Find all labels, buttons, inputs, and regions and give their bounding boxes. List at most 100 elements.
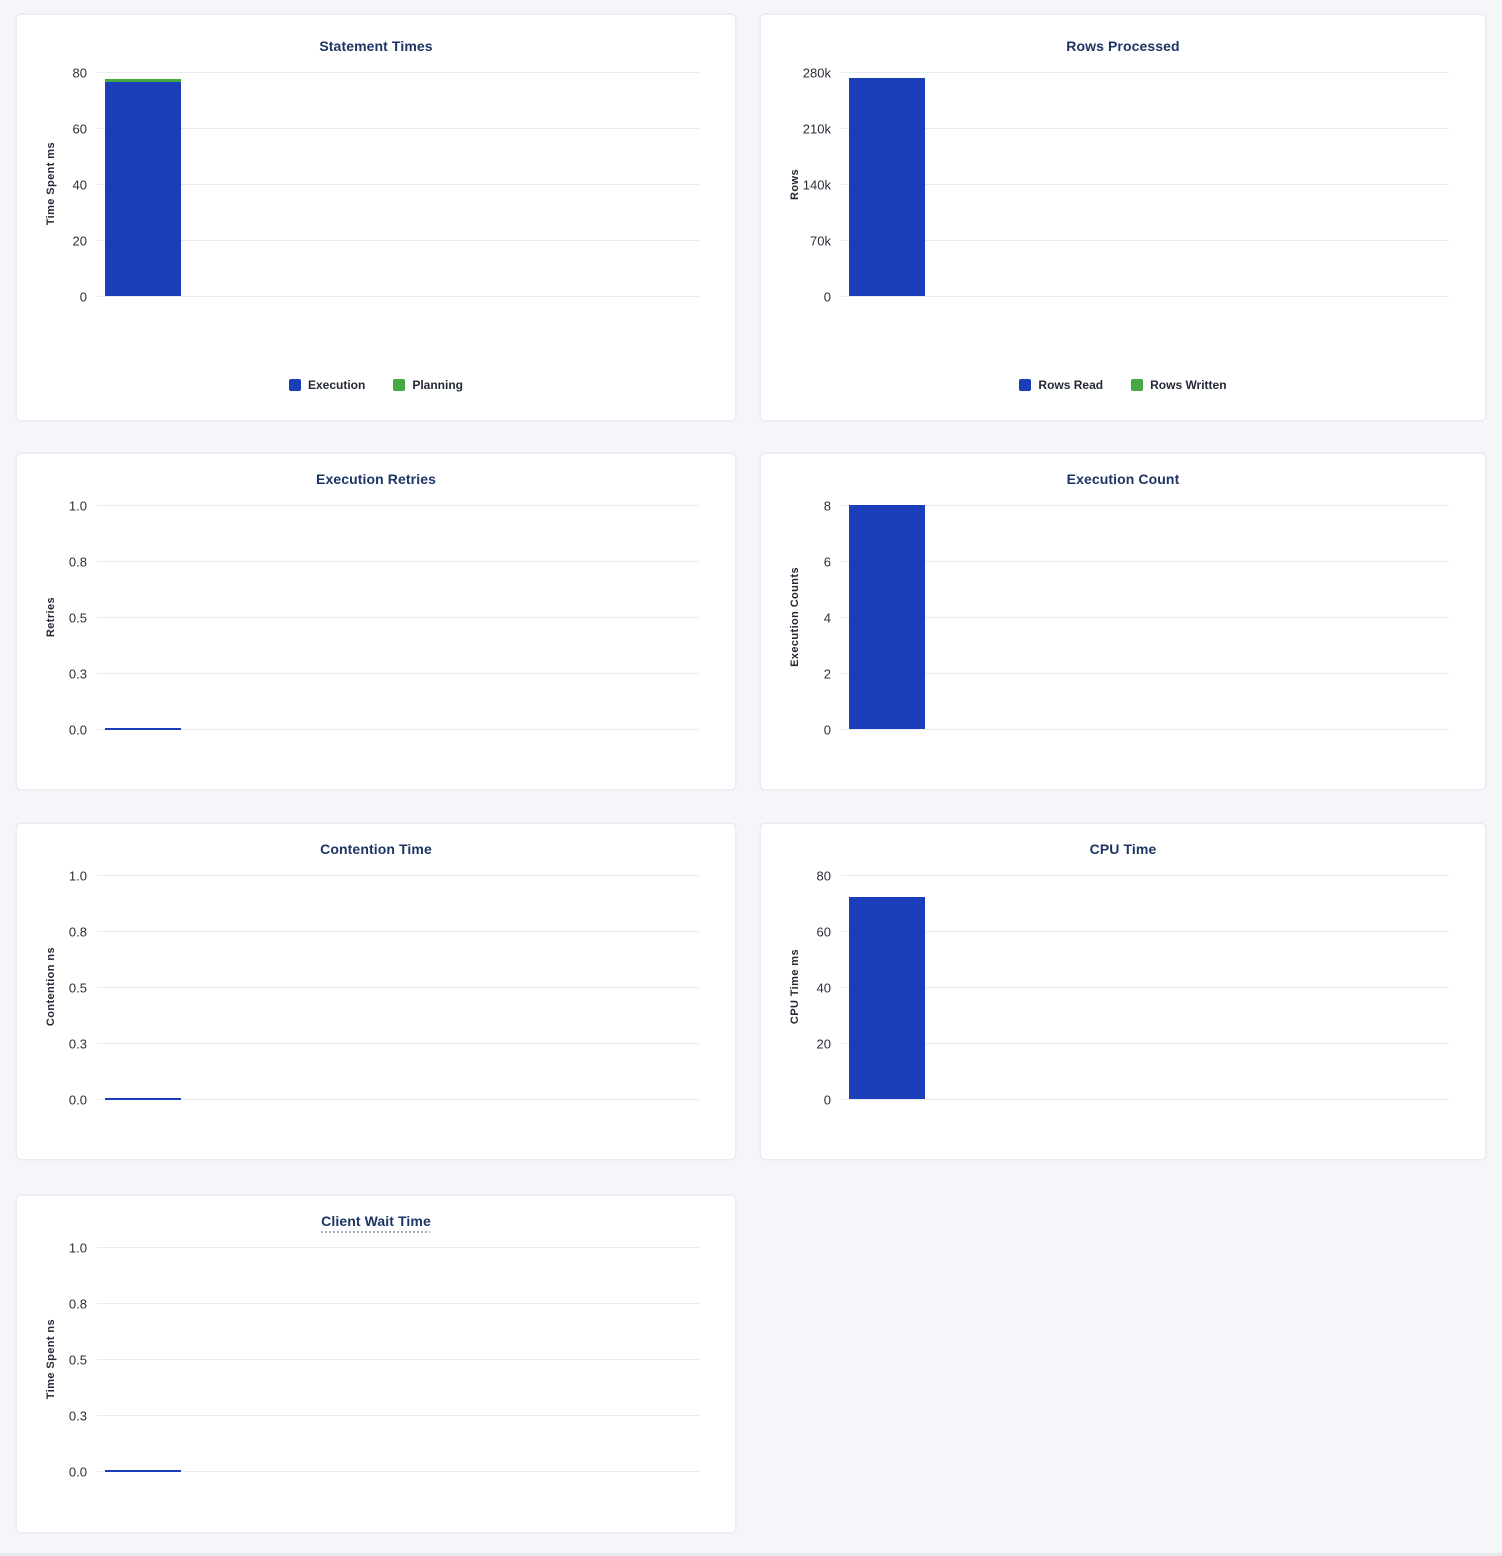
y-tick-label: 140k <box>802 177 831 192</box>
cpu-time-chart-card: CPU Time CPU Time ms 80 60 40 20 0 <box>760 823 1486 1160</box>
gridline: 60 <box>73 121 699 136</box>
gridline: 0.3 <box>69 1036 699 1051</box>
plot-area: 280k 210k 140k 70k 0 <box>803 65 1449 304</box>
bar-segment-rows-read[interactable] <box>849 77 925 296</box>
y-tick-label: 0.0 <box>68 722 87 737</box>
y-axis-label-text: Time Spent ms <box>45 142 57 226</box>
contention-time-chart-card: Contention Time Contention ns 1.0 0.8 0.5 0… <box>16 823 736 1160</box>
gridline: 80 <box>73 65 699 80</box>
y-tick-label: 40 <box>816 980 831 995</box>
chart-title: Statement Times <box>319 38 433 54</box>
y-tick-label: 4 <box>823 610 831 625</box>
y-tick-label: 0.8 <box>68 554 87 569</box>
chart-title-with-tooltip[interactable]: Client Wait Time <box>321 1213 431 1229</box>
gridline: 0.3 <box>69 666 699 681</box>
gridline: 2 <box>824 666 1449 681</box>
legend-item-rows-written[interactable]: Rows Written <box>1131 378 1227 392</box>
gridline: 0 <box>824 289 1449 304</box>
chart-title: Execution Retries <box>316 471 436 487</box>
y-tick-label: 2 <box>823 666 831 681</box>
legend-label: Execution <box>307 378 366 392</box>
client-wait-time-chart-card: Client Wait Time Time Spent ns 1.0 0.8 0.5… <box>16 1195 736 1533</box>
y-axis-label-text: CPU Time ms <box>789 949 801 1025</box>
bar[interactable] <box>105 1098 181 1100</box>
y-tick-label: 280k <box>802 65 831 80</box>
gridline: 0.0 <box>69 1092 699 1107</box>
y-axis-label: Retries <box>36 505 66 729</box>
legend-item-rows-read[interactable]: Rows Read <box>1019 378 1103 392</box>
y-tick-label: 0 <box>823 289 831 304</box>
legend-item-planning[interactable]: Planning <box>393 378 463 392</box>
bar[interactable] <box>105 728 181 730</box>
gridline: 20 <box>817 1036 1449 1051</box>
y-tick-label: 0 <box>823 722 831 737</box>
chart-title: Contention Time <box>320 841 432 857</box>
gridline: 0.8 <box>69 924 699 939</box>
y-tick-label: 0.5 <box>68 980 87 995</box>
gridline: 0.8 <box>69 1296 699 1311</box>
bar-segment-client-wait-zero[interactable] <box>105 1470 181 1472</box>
y-tick-label: 0.8 <box>68 924 87 939</box>
gridline: 0.0 <box>69 722 699 737</box>
y-axis-label-text: Contention ns <box>45 947 57 1027</box>
y-tick-label: 80 <box>816 868 831 883</box>
bar[interactable] <box>105 79 181 296</box>
gridline: 280k <box>803 65 1449 80</box>
y-tick-label: 70k <box>810 233 831 248</box>
legend-swatch-rows-written <box>1131 379 1144 391</box>
y-tick-label: 1.0 <box>68 498 87 513</box>
chart-legend: Execution Planning <box>17 378 735 392</box>
gridline: 80 <box>817 868 1449 883</box>
y-tick-label: 60 <box>72 121 87 136</box>
plot-area: 8 6 4 2 0 <box>824 498 1449 737</box>
gridline: 40 <box>817 980 1449 995</box>
y-axis-label: Execution Counts <box>780 505 810 729</box>
bar[interactable] <box>849 897 925 1099</box>
gridline: 140k <box>803 177 1449 192</box>
legend-label: Rows Written <box>1150 378 1227 392</box>
gridline: 0.8 <box>69 554 699 569</box>
plot-area: 80 60 40 20 0 <box>73 65 699 304</box>
y-tick-label: 40 <box>72 177 87 192</box>
bar-segment-execution-count[interactable] <box>849 505 925 729</box>
y-axis-label: CPU Time ms <box>780 875 810 1099</box>
y-tick-label: 0.0 <box>68 1092 87 1107</box>
y-tick-label: 6 <box>823 554 831 569</box>
gridline: 8 <box>824 498 1449 513</box>
y-axis-label: Time Spent ns <box>36 1247 66 1471</box>
bar-segment-execution[interactable] <box>105 82 181 296</box>
gridline: 0.0 <box>69 1464 699 1479</box>
gridline: 210k <box>803 121 1449 136</box>
plot-area: 1.0 0.8 0.5 0.3 0.0 <box>69 498 699 737</box>
y-axis-label: Time Spent ms <box>36 72 66 296</box>
gridline: 1.0 <box>69 868 699 883</box>
y-axis-label-text: Retries <box>45 596 57 638</box>
gridline: 6 <box>824 554 1449 569</box>
y-tick-label: 80 <box>72 65 87 80</box>
bar-segment-planning[interactable] <box>105 79 181 83</box>
y-axis-label-text: Time Spent ns <box>45 1318 57 1400</box>
gridline: 0 <box>824 1092 1449 1107</box>
legend-swatch-execution <box>288 379 301 391</box>
bar[interactable] <box>849 77 925 296</box>
chart-legend: Rows Read Rows Written <box>761 378 1485 392</box>
gridline: 1.0 <box>69 1240 699 1255</box>
rows-processed-chart-card: Rows Processed Rows 280k 210k 140k 70k 0 Row… <box>760 14 1486 421</box>
bar-segment-contention-zero[interactable] <box>105 1098 181 1100</box>
legend-item-execution[interactable]: Execution <box>288 378 366 392</box>
bar[interactable] <box>105 1470 181 1472</box>
y-tick-label: 20 <box>72 233 87 248</box>
y-tick-label: 60 <box>816 924 831 939</box>
y-tick-label: 0.0 <box>68 1464 87 1479</box>
legend-label: Rows Read <box>1038 378 1104 392</box>
bar-segment-retries-zero[interactable] <box>105 728 181 730</box>
y-axis-label: Contention ns <box>36 875 66 1099</box>
page-bottom-divider <box>0 1553 1502 1556</box>
gridline: 0.3 <box>69 1408 699 1423</box>
bar-segment-cpu-time[interactable] <box>849 897 925 1099</box>
chart-title: CPU Time <box>1089 841 1157 857</box>
bar[interactable] <box>849 505 925 729</box>
y-tick-label: 1.0 <box>68 1240 87 1255</box>
y-tick-label: 210k <box>802 121 831 136</box>
